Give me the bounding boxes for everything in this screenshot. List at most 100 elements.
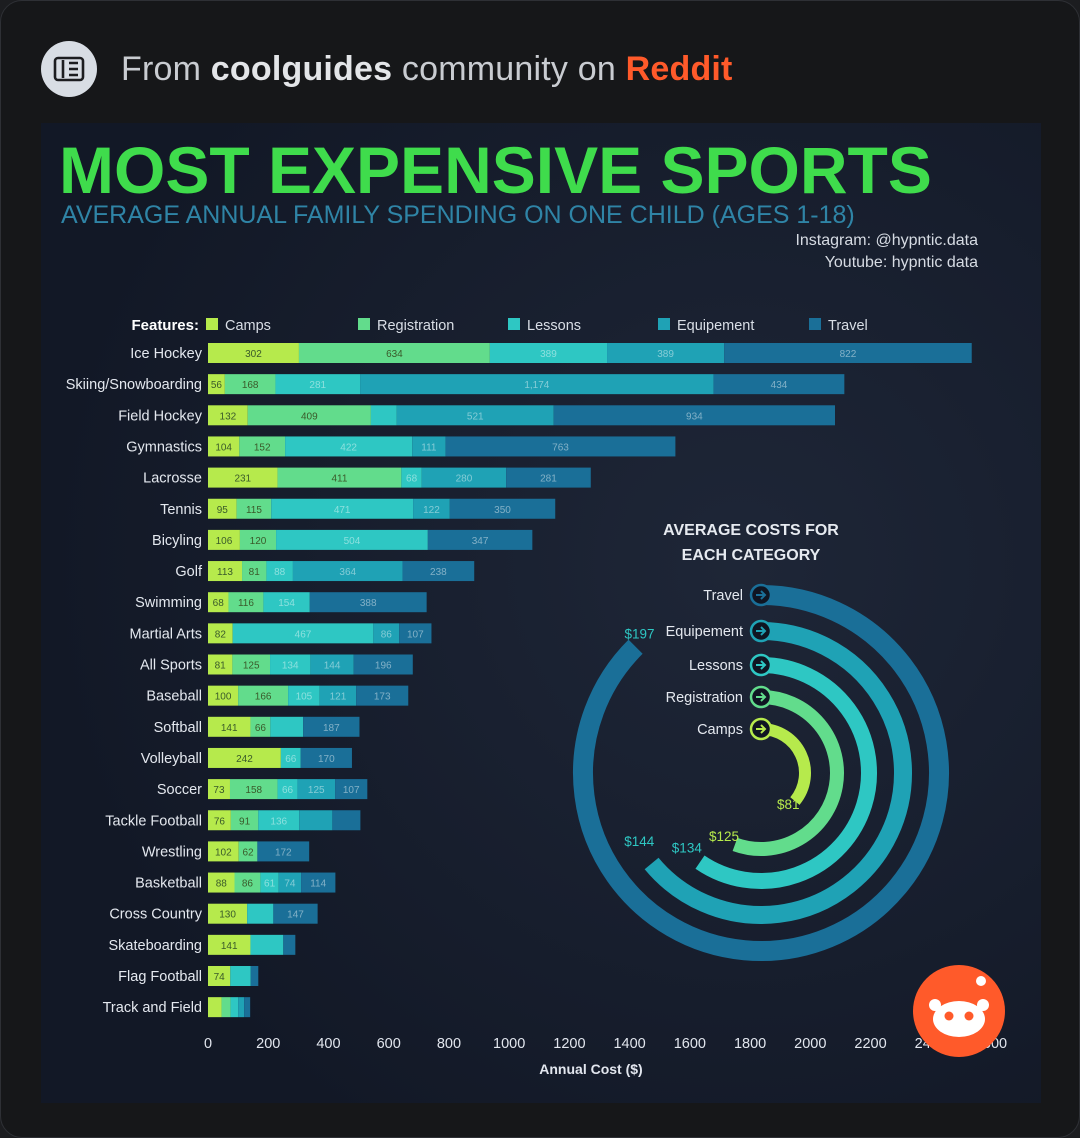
category-label: Wrestling <box>142 844 202 860</box>
bar-value-label: 504 <box>344 536 361 547</box>
bar-value-label: 81 <box>249 567 261 578</box>
post-source-text: From coolguides community on Reddit <box>121 50 733 89</box>
x-tick-label: 2000 <box>794 1036 826 1052</box>
bar-segment-lessons <box>260 872 279 893</box>
bar-segment-lessons <box>270 654 311 675</box>
bar-segment-registration <box>229 779 278 800</box>
bar-value-label: 168 <box>242 380 259 391</box>
bar-value-label: 116 <box>238 598 254 609</box>
bar-segment-camps <box>208 467 278 488</box>
bar-value-label: 95 <box>217 505 229 516</box>
bar-segment-camps <box>208 997 222 1018</box>
bar-value-label: 100 <box>215 692 232 703</box>
x-tick-label: 600 <box>377 1036 401 1052</box>
bar-segment-lessons <box>247 903 274 924</box>
post-header: From coolguides community on Reddit <box>41 41 733 97</box>
bar-value-label: 280 <box>456 474 473 485</box>
bar-value-label: 409 <box>301 411 318 422</box>
legend-label-lessons: Lessons <box>527 318 581 334</box>
infographic-canvas: MOST EXPENSIVE SPORTS AVERAGE ANNUAL FAM… <box>41 123 1041 1103</box>
bar-segment-equipement <box>412 436 446 457</box>
bar-value-label: 388 <box>360 598 377 609</box>
bar-segment-lessons <box>285 436 413 457</box>
bar-segment-travel <box>244 997 251 1018</box>
category-label: Baseball <box>146 689 202 705</box>
bar-value-label: 136 <box>270 816 287 827</box>
bar-segment-camps <box>208 405 248 426</box>
bar-segment-travel <box>724 343 972 363</box>
bar-value-label: 134 <box>282 661 299 672</box>
reddit-logo-ear-left <box>929 999 941 1011</box>
category-label: Swimming <box>135 595 202 611</box>
bar-segment-registration <box>247 405 371 426</box>
bar-segment-travel <box>445 436 676 457</box>
bar-segment-equipement <box>421 467 507 488</box>
legend-label-equipement: Equipement <box>677 318 754 334</box>
community-icon[interactable] <box>41 41 97 97</box>
bar-value-label: 389 <box>540 349 557 360</box>
category-label: Ice Hockey <box>130 346 202 362</box>
bar-segment-lessons <box>489 343 608 363</box>
bar-value-label: 471 <box>334 505 351 516</box>
radial-category-label: Travel <box>703 588 743 604</box>
bar-value-label: 158 <box>245 785 262 796</box>
radial-title-line-2: EACH CATEGORY <box>682 547 821 564</box>
category-label: Field Hockey <box>118 408 203 424</box>
bar-segment-travel <box>356 685 409 706</box>
bar-segment-camps <box>208 498 237 519</box>
bar-value-label: 130 <box>219 910 236 921</box>
bar-value-label: 81 <box>215 661 227 672</box>
x-axis-label: Annual Cost ($) <box>539 1061 642 1077</box>
bar-segment-lessons <box>276 529 428 550</box>
bar-value-label: 763 <box>552 442 569 453</box>
radial-category-label: Equipement <box>666 624 743 640</box>
bar-value-label: 102 <box>215 847 232 858</box>
bar-value-label: 115 <box>246 505 262 516</box>
bar-segment-travel <box>553 405 836 426</box>
radial-category-label: Lessons <box>689 658 743 674</box>
x-tick-label: 1400 <box>613 1036 645 1052</box>
x-tick-label: 1800 <box>734 1036 766 1052</box>
bar-value-label: 66 <box>285 754 297 765</box>
bar-value-label: 114 <box>310 879 326 890</box>
bar-segment-travel <box>283 934 296 955</box>
bar-segment-lessons <box>266 561 293 582</box>
legend-swatch-registration <box>358 318 370 330</box>
bar-value-label: 389 <box>657 349 674 360</box>
arrow-icon-glyph <box>756 724 767 734</box>
legend: Features: Camps Registration Lessons Equipe… <box>131 317 867 334</box>
bar-value-label: 172 <box>275 847 292 858</box>
credit-youtube: Youtube: hypntic data <box>825 254 978 271</box>
bar-segment-travel <box>402 561 475 582</box>
bar-segment-equipement <box>297 779 336 800</box>
bar-segment-registration <box>228 592 264 613</box>
bar-segment-registration <box>239 436 286 457</box>
category-label: All Sports <box>140 658 202 674</box>
bar-value-label: 467 <box>295 629 312 640</box>
bar-segment-camps <box>208 779 230 800</box>
legend-title: Features: <box>131 317 199 334</box>
x-axis: Annual Cost ($) 0 200 400 600 800 1000 1200 140… <box>204 1036 1007 1077</box>
bar-segment-lessons <box>280 747 301 768</box>
bar-value-label: 347 <box>472 536 489 547</box>
bar-segment-lessons <box>263 592 310 613</box>
community-link[interactable]: coolguides <box>210 49 393 88</box>
credit-instagram: Instagram: @hypntic.data <box>795 232 978 249</box>
bar-value-label: 62 <box>242 847 254 858</box>
bar-value-label: 73 <box>213 785 225 796</box>
bar-value-label: 154 <box>278 598 295 609</box>
stacked-bar-chart: Ice Hockey 302 634 389 389 822 Skiing/Snowboar… <box>66 343 972 1018</box>
radial-title-line-1: AVERAGE COSTS FOR <box>663 522 839 539</box>
bar-value-label: 74 <box>214 972 226 983</box>
legend-swatch-lessons <box>508 318 520 330</box>
bar-value-label: 88 <box>216 879 228 890</box>
bar-value-label: 74 <box>284 879 296 890</box>
bar-segment-lessons <box>230 966 251 986</box>
x-tick-label: 1000 <box>493 1036 525 1052</box>
bar-segment-equipement <box>360 374 714 395</box>
platform-link[interactable]: Reddit <box>625 49 733 88</box>
radial-category-label: Registration <box>666 690 743 706</box>
bar-value-label: 166 <box>255 692 272 703</box>
reddit-logo-eye-left <box>944 1011 954 1021</box>
